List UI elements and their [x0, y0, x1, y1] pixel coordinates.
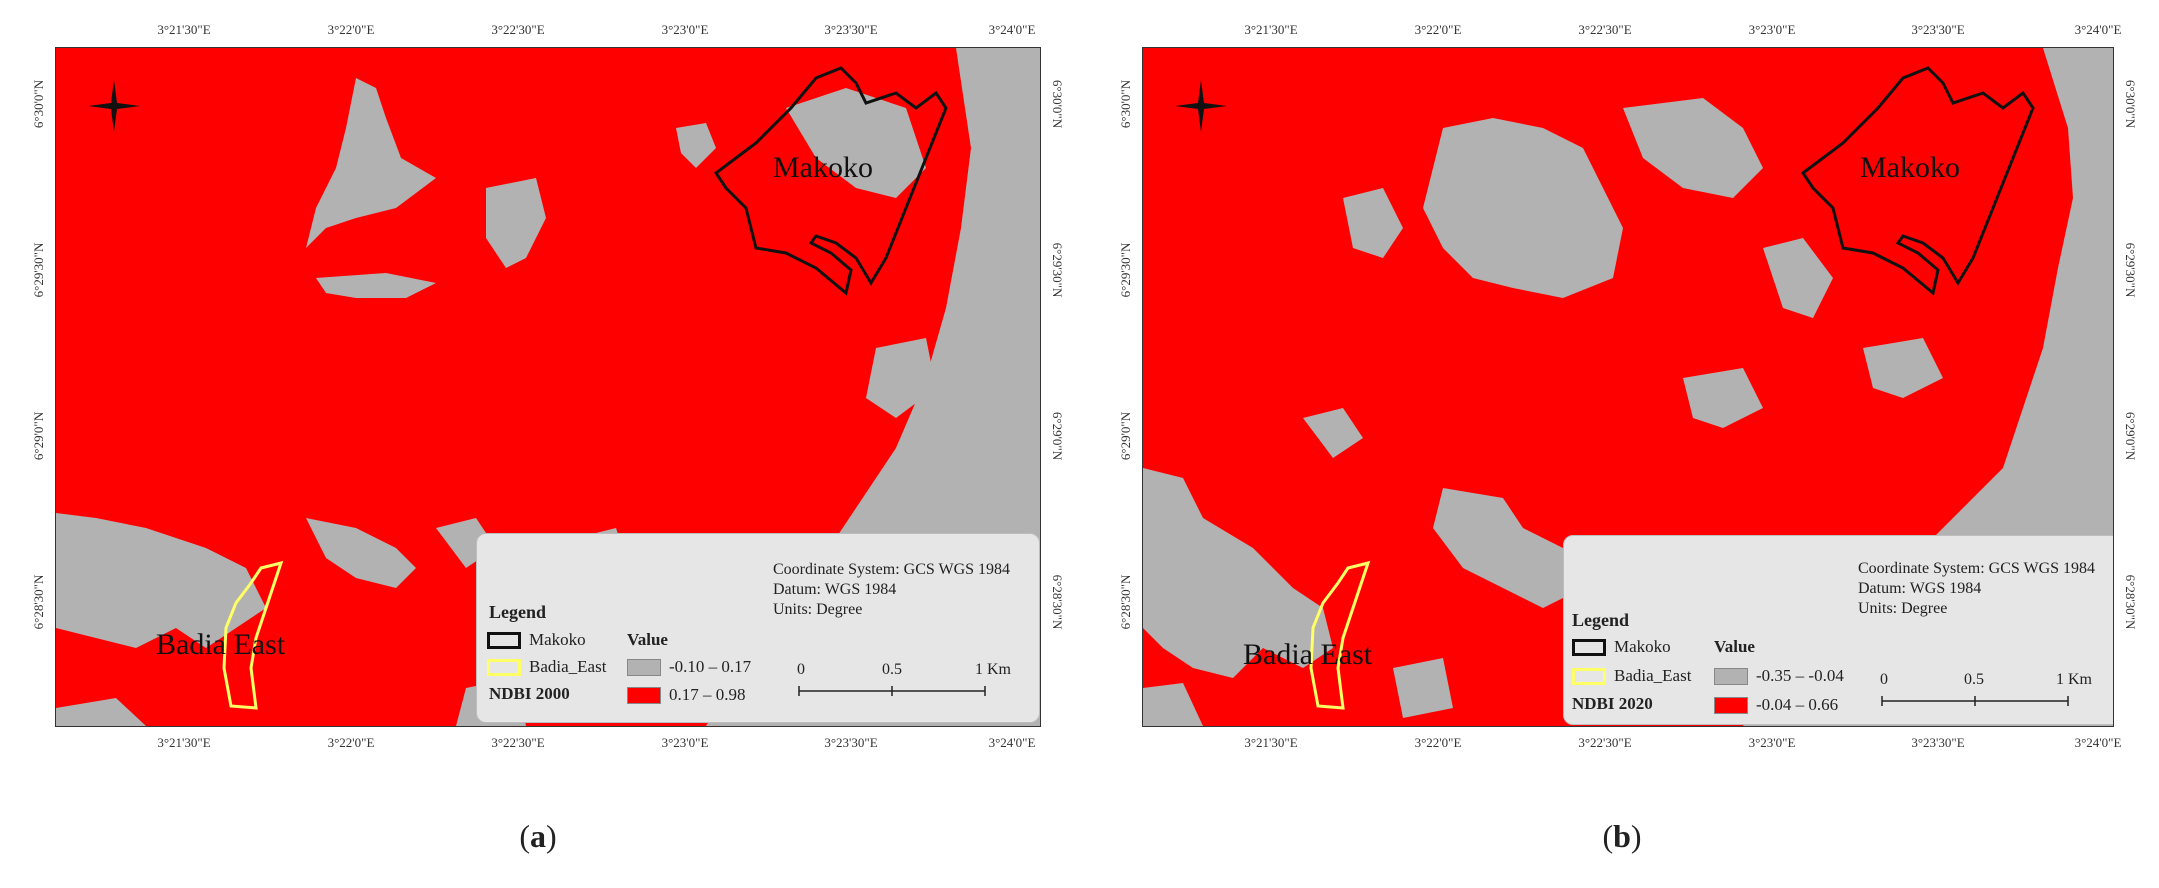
makoko-boundary [713, 66, 948, 296]
legend-class-high: 0.17 – 0.98 [669, 685, 746, 704]
ndbi-map-2020: Makoko Badia East Legend Makoko Badia_Ea… [1142, 47, 2114, 727]
x-tick-bottom: 3°21'30"E [1244, 735, 1298, 750]
x-tick-top: 3°22'0"E [1414, 22, 1462, 37]
y-tick-right: 6°29'30"N [2123, 242, 2138, 298]
x-tick-top: 3°21'30"E [157, 22, 211, 37]
y-tick-left: 6°30'0"N [1118, 79, 1133, 129]
badia-east-boundary [222, 560, 284, 710]
datum: Datum: WGS 1984 [773, 581, 897, 598]
y-tick-left: 6°29'0"N [31, 411, 46, 461]
y-tick-right: 6°29'30"N [1050, 242, 1065, 298]
x-tick-bottom: 3°24'0"E [988, 735, 1036, 750]
panel-label-b: (b) [1602, 818, 1642, 854]
legend: Legend Makoko Badia_East NDBI 2020 Value… [1563, 535, 2113, 725]
makoko-label: Makoko [1860, 151, 1960, 184]
x-tick-top: 3°24'0"E [2074, 22, 2122, 37]
legend-badia: Badia_East [1614, 666, 1692, 685]
scale-label-mid: 0.5 [882, 661, 902, 678]
y-tick-left: 6°30'0"N [31, 79, 46, 129]
y-tick-right: 6°29'0"N [1050, 411, 1065, 461]
x-tick-top: 3°22'0"E [327, 22, 375, 37]
y-tick-left: 6°29'30"N [31, 242, 46, 298]
units: Units: Degree [1858, 600, 1948, 617]
legend-title: Legend [489, 602, 547, 622]
x-tick-bottom: 3°22'0"E [327, 735, 375, 750]
legend-value-heading: Value [1714, 637, 1755, 656]
legend-class-low: -0.35 – -0.04 [1756, 666, 1844, 685]
x-tick-bottom: 3°22'30"E [1578, 735, 1632, 750]
x-tick-bottom: 3°22'30"E [491, 735, 545, 750]
legend-class-low: -0.10 – 0.17 [669, 657, 752, 676]
class-high-swatch [627, 687, 661, 704]
badia-swatch [1572, 668, 1606, 685]
class-high-swatch [1714, 697, 1748, 714]
x-tick-bottom: 3°23'30"E [1911, 735, 1965, 750]
y-tick-right: 6°29'0"N [2123, 411, 2138, 461]
y-tick-right: 6°30'0"N [1050, 79, 1065, 129]
map-panel-a: 3°21'30"E 3°22'0"E 3°22'30"E 3°23'0"E 3°… [31, 22, 1065, 854]
north-arrow-icon [1175, 80, 1227, 132]
datum: Datum: WGS 1984 [1858, 580, 1982, 597]
units: Units: Degree [773, 601, 863, 618]
scale-label-mid: 0.5 [1964, 671, 1984, 688]
badia-east-label: Badia East [156, 628, 286, 661]
x-tick-bottom: 3°24'0"E [2074, 735, 2122, 750]
makoko-swatch [1572, 639, 1606, 656]
x-tick-bottom: 3°23'30"E [824, 735, 878, 750]
y-tick-right: 6°30'0"N [2123, 79, 2138, 129]
legend-class-high: -0.04 – 0.66 [1756, 695, 1839, 714]
x-tick-top: 3°23'0"E [1748, 22, 1796, 37]
scale-label-0: 0 [797, 661, 805, 678]
legend-badia: Badia_East [529, 657, 607, 676]
legend-index-name: NDBI 2000 [489, 684, 570, 703]
legend-title: Legend [1572, 610, 1630, 630]
x-tick-top: 3°22'30"E [1578, 22, 1632, 37]
x-tick-bottom: 3°23'0"E [1748, 735, 1796, 750]
coord-system: Coordinate System: GCS WGS 1984 [773, 561, 1011, 578]
coord-system: Coordinate System: GCS WGS 1984 [1858, 560, 2096, 577]
makoko-label: Makoko [773, 151, 873, 184]
badia-east-label: Badia East [1243, 638, 1373, 671]
y-tick-right: 6°28'30"N [2123, 574, 2138, 630]
x-tick-top: 3°23'30"E [824, 22, 878, 37]
scale-label-0: 0 [1880, 671, 1888, 688]
legend-value-heading: Value [627, 630, 668, 649]
legend-makoko: Makoko [529, 630, 586, 649]
y-tick-right: 6°28'30"N [1050, 574, 1065, 630]
badia-swatch [487, 659, 521, 676]
legend-makoko: Makoko [1614, 637, 1671, 656]
x-tick-top: 3°24'0"E [988, 22, 1036, 37]
x-tick-bottom: 3°22'0"E [1414, 735, 1462, 750]
map-panel-b: 3°21'30"E 3°22'0"E 3°22'30"E 3°23'0"E 3°… [1085, 0, 2159, 888]
y-tick-left: 6°28'30"N [31, 574, 46, 630]
legend: Legend Makoko Badia_East NDBI 2000 Value… [476, 533, 1040, 723]
x-tick-top: 3°21'30"E [1244, 22, 1298, 37]
ndbi-map-2000: Makoko Badia East Legend Makoko Badia_Ea… [55, 47, 1041, 727]
scale-label-end: 1 Km [975, 661, 1011, 678]
makoko-swatch [487, 632, 521, 649]
badia-east-boundary [1309, 560, 1371, 710]
makoko-boundary [1800, 66, 2035, 296]
y-tick-left: 6°29'30"N [1118, 242, 1133, 298]
x-tick-top: 3°23'0"E [661, 22, 709, 37]
x-tick-top: 3°23'30"E [1911, 22, 1965, 37]
scale-label-end: 1 Km [2056, 671, 2092, 688]
panel-label-a: (a) [519, 818, 557, 854]
scale-bar [798, 686, 986, 696]
scale-bar [1881, 696, 2069, 706]
x-tick-bottom: 3°23'0"E [661, 735, 709, 750]
y-tick-left: 6°28'30"N [1118, 574, 1133, 630]
y-tick-left: 6°29'0"N [1118, 411, 1133, 461]
north-arrow-icon [88, 80, 140, 132]
class-low-swatch [1714, 668, 1748, 685]
legend-index-name: NDBI 2020 [1572, 694, 1653, 713]
x-tick-top: 3°22'30"E [491, 22, 545, 37]
class-low-swatch [627, 659, 661, 676]
x-tick-bottom: 3°21'30"E [157, 735, 211, 750]
